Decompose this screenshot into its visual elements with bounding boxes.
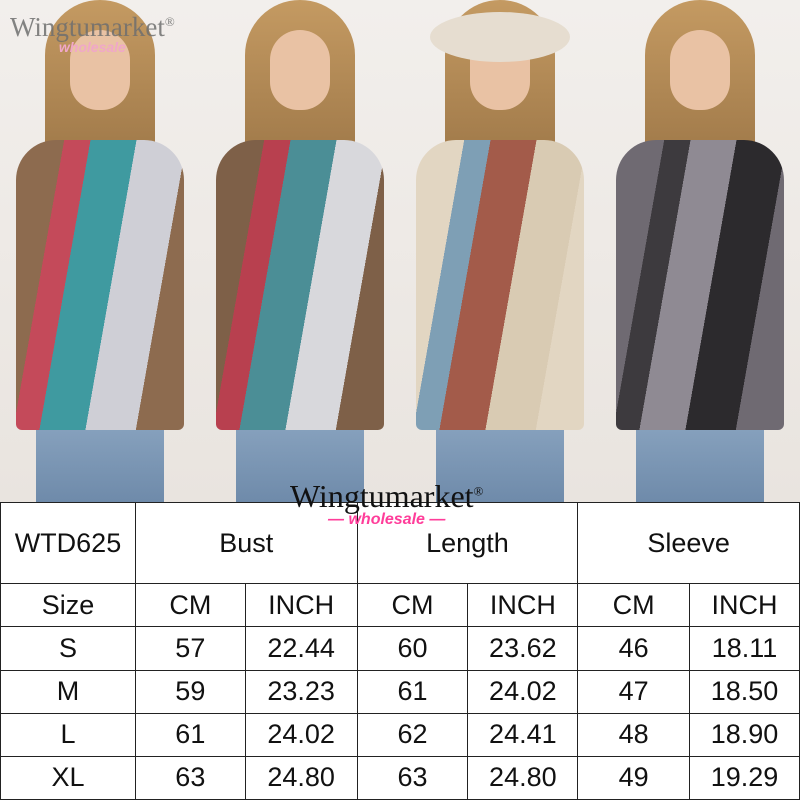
value-cell: 60: [356, 626, 469, 671]
value-cell: 23.23: [244, 669, 358, 714]
size-cell: S: [0, 626, 136, 671]
table-row: XL 63 24.80 63 24.80 49 19.29: [0, 755, 800, 800]
unit-row: Size CM INCH CM INCH CM INCH: [0, 583, 800, 628]
unit-inch: INCH: [467, 583, 579, 628]
cowboy-hat: [430, 12, 570, 62]
brand-logo: Wingtumarket® — wholesale —: [290, 478, 483, 529]
value-cell: 61: [356, 669, 469, 714]
face: [270, 30, 330, 110]
size-cell: L: [0, 712, 136, 757]
logo-tagline: — wholesale —: [328, 511, 446, 528]
size-cell: XL: [0, 755, 136, 800]
value-cell: 46: [577, 626, 691, 671]
jacket: [616, 140, 784, 430]
logo-tagline: wholesale: [58, 39, 126, 55]
logo-text: Wingtumarket: [290, 478, 474, 514]
size-chart: WTD625 Bust Length Sleeve Size CM INCH C…: [0, 501, 800, 800]
jacket: [16, 140, 184, 430]
value-cell: 23.62: [467, 626, 579, 671]
registered-mark: ®: [473, 483, 484, 499]
unit-inch: INCH: [244, 583, 358, 628]
size-cell: M: [0, 669, 136, 714]
model-photo: [400, 0, 600, 502]
value-cell: 49: [577, 755, 691, 800]
value-cell: 18.11: [689, 626, 800, 671]
table-row: M 59 23.23 61 24.02 47 18.50: [0, 669, 800, 714]
value-cell: 18.90: [689, 712, 800, 757]
value-cell: 24.80: [467, 755, 579, 800]
jacket: [216, 140, 384, 430]
value-cell: 24.41: [467, 712, 579, 757]
value-cell: 63: [134, 755, 246, 800]
table-row: L 61 24.02 62 24.41 48 18.90: [0, 712, 800, 757]
face: [670, 30, 730, 110]
value-cell: 61: [134, 712, 246, 757]
unit-cm: CM: [134, 583, 246, 628]
value-cell: 62: [356, 712, 469, 757]
value-cell: 24.02: [244, 712, 358, 757]
value-cell: 59: [134, 669, 246, 714]
unit-cm: CM: [577, 583, 691, 628]
value-cell: 47: [577, 669, 691, 714]
face: [70, 30, 130, 110]
value-cell: 63: [356, 755, 469, 800]
product-photos: [0, 0, 800, 502]
value-cell: 24.02: [467, 669, 579, 714]
logo-text: Wingtumarket: [10, 12, 165, 42]
watermark-logo: Wingtumarket® wholesale: [10, 12, 175, 55]
size-header: Size: [0, 583, 136, 628]
group-sleeve: Sleeve: [577, 501, 800, 585]
model-photo: [600, 0, 800, 502]
header-row: WTD625 Bust Length Sleeve: [0, 501, 800, 585]
table-row: S 57 22.44 60 23.62 46 18.11: [0, 626, 800, 671]
value-cell: 24.80: [244, 755, 358, 800]
product-code: WTD625: [0, 501, 136, 585]
model-photo: [200, 0, 400, 502]
group-length: Length: [356, 501, 579, 585]
model-photo: [0, 0, 200, 502]
value-cell: 22.44: [244, 626, 358, 671]
value-cell: 57: [134, 626, 246, 671]
value-cell: 18.50: [689, 669, 800, 714]
jacket: [416, 140, 584, 430]
value-cell: 48: [577, 712, 691, 757]
unit-inch: INCH: [689, 583, 800, 628]
unit-cm: CM: [356, 583, 469, 628]
registered-mark: ®: [164, 14, 175, 29]
value-cell: 19.29: [689, 755, 800, 800]
